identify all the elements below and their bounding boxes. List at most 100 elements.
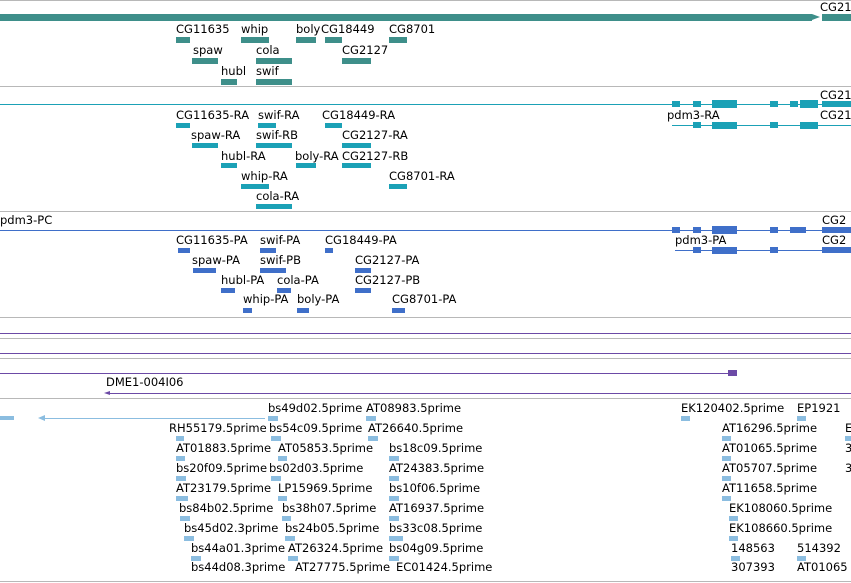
polypeptide-bar[interactable] [355, 288, 371, 293]
est-bar[interactable] [681, 416, 690, 421]
est-bar[interactable] [176, 496, 188, 501]
exon[interactable] [790, 101, 798, 107]
est-label[interactable]: AT26640.5prime [368, 421, 464, 435]
exon[interactable] [770, 247, 778, 253]
transcript-bar[interactable] [192, 143, 218, 148]
gene-label[interactable]: hubl [221, 64, 247, 78]
transcript-label[interactable]: hubl-RA [221, 149, 266, 163]
polypeptide-line[interactable] [0, 230, 851, 231]
transcript-bar[interactable] [342, 163, 371, 168]
est-label[interactable]: AT16937.5prime [389, 501, 485, 515]
est-label[interactable]: EK120402.5prime [681, 401, 785, 415]
est-label[interactable]: bs54c09.5prime [269, 421, 363, 435]
polypeptide-label[interactable]: pdm3-PC [0, 213, 53, 227]
est-bar[interactable] [729, 536, 738, 541]
transcript-label[interactable]: cola-RA [256, 189, 300, 203]
transcript-bar[interactable] [176, 123, 190, 128]
est-bar[interactable] [271, 476, 281, 481]
transcript-label[interactable]: swif-RA [258, 108, 300, 122]
est-bar[interactable] [366, 416, 376, 421]
gene-label[interactable]: CG2127 [342, 43, 389, 57]
est-label[interactable]: bs24b05.5prime [285, 521, 380, 535]
transcript-label[interactable]: CG2127-RB [342, 149, 409, 163]
transcript-bar[interactable] [389, 184, 407, 189]
gene-bar[interactable] [241, 37, 269, 43]
exon[interactable] [822, 227, 851, 233]
est-bar[interactable] [368, 436, 378, 441]
est-bar[interactable] [288, 556, 298, 561]
exon[interactable] [800, 100, 818, 108]
gene-bar[interactable] [325, 37, 342, 43]
feature-line[interactable] [0, 333, 851, 334]
gene-bar-cg21[interactable] [0, 14, 812, 21]
est-label[interactable]: bs10f06.5prime [389, 481, 481, 495]
polypeptide-label[interactable]: CG2 [822, 233, 847, 247]
est-bar[interactable] [278, 496, 287, 501]
est-label[interactable]: bs18c09.5prime [389, 441, 483, 455]
polypeptide-bar[interactable] [260, 268, 286, 273]
polypeptide-label[interactable]: cola-PA [277, 273, 319, 287]
polypeptide-bar[interactable] [392, 308, 405, 313]
gene-label[interactable]: whip [241, 22, 269, 36]
polypeptide-label[interactable]: hubl-PA [221, 273, 265, 287]
est-bar[interactable] [722, 476, 731, 481]
polypeptide-bar[interactable] [277, 288, 291, 293]
exon[interactable] [693, 122, 701, 128]
est-bar[interactable] [722, 456, 731, 461]
est-label[interactable]: EP1921 [797, 401, 841, 415]
est-label[interactable]: bs44d08.3prime [191, 560, 286, 574]
exon[interactable] [800, 122, 818, 129]
est-label[interactable]: bs38h07.5prime [282, 501, 377, 515]
est-label[interactable]: EC01424.5prime [396, 560, 493, 574]
est-label[interactable]: AT01065 [797, 560, 848, 574]
gene-label[interactable]: CG8701 [389, 22, 436, 36]
polypeptide-label[interactable]: CG11635-PA [176, 233, 248, 247]
est-label[interactable]: bs04g09.5prime [389, 541, 484, 555]
est-bar[interactable] [176, 436, 184, 441]
transcript-label[interactable]: swif-RB [256, 128, 299, 142]
transcript-line[interactable] [0, 104, 851, 105]
transcript-label[interactable]: CG11635-RA [176, 108, 250, 122]
gene-bar[interactable] [389, 37, 407, 43]
transcript-bar[interactable] [241, 184, 269, 189]
exon[interactable] [712, 100, 737, 108]
transcript-label[interactable]: CG8701-RA [389, 169, 455, 183]
est-bar[interactable] [389, 516, 399, 521]
exon[interactable] [672, 227, 680, 233]
gene-label[interactable]: spaw [193, 43, 223, 57]
est-label[interactable]: bs84b02.5prime [179, 501, 274, 515]
transcript-line[interactable] [672, 125, 851, 126]
exon[interactable] [822, 247, 851, 253]
est-label[interactable]: AT11658.5prime [722, 481, 818, 495]
est-label[interactable]: 514392 [797, 541, 841, 555]
polypeptide-label[interactable]: spaw-PA [192, 253, 240, 267]
gene-label[interactable]: CG11635 [176, 22, 230, 36]
polypeptide-label[interactable]: swif-PB [260, 253, 301, 267]
est-bar[interactable] [278, 456, 287, 461]
est-label[interactable]: AT01065.5prime [722, 441, 818, 455]
est-label[interactable]: bs33c08.5prime [389, 521, 483, 535]
polypeptide-bar[interactable] [297, 308, 309, 313]
exon[interactable] [693, 247, 701, 253]
gene-label[interactable]: boly [296, 22, 321, 36]
exon[interactable] [712, 226, 737, 234]
polypeptide-label[interactable]: whip-PA [243, 292, 289, 306]
est-label[interactable]: AT08983.5prime [366, 401, 462, 415]
polypeptide-bar[interactable] [193, 268, 216, 273]
exon[interactable] [770, 227, 778, 233]
transcript-label[interactable]: CG2127-RA [342, 128, 408, 142]
gene-label[interactable]: swif [256, 64, 279, 78]
est-bar[interactable] [176, 456, 185, 461]
est-label[interactable]: AT01883.5prime [176, 441, 272, 455]
transcript-bar[interactable] [325, 123, 342, 128]
transcript-label[interactable]: spaw-RA [191, 128, 241, 142]
est-label[interactable]: AT16296.5prime [722, 421, 818, 435]
exon[interactable] [790, 227, 806, 233]
est-label[interactable]: bs45d02.3prime [184, 521, 279, 535]
est-label[interactable]: AT24383.5prime [389, 461, 485, 475]
polypeptide-bar[interactable] [221, 288, 235, 293]
gene-bar[interactable] [221, 79, 237, 85]
est-label[interactable]: 3 [845, 461, 851, 475]
transcript-bar[interactable] [342, 143, 371, 148]
transcript-bar[interactable] [296, 163, 316, 168]
